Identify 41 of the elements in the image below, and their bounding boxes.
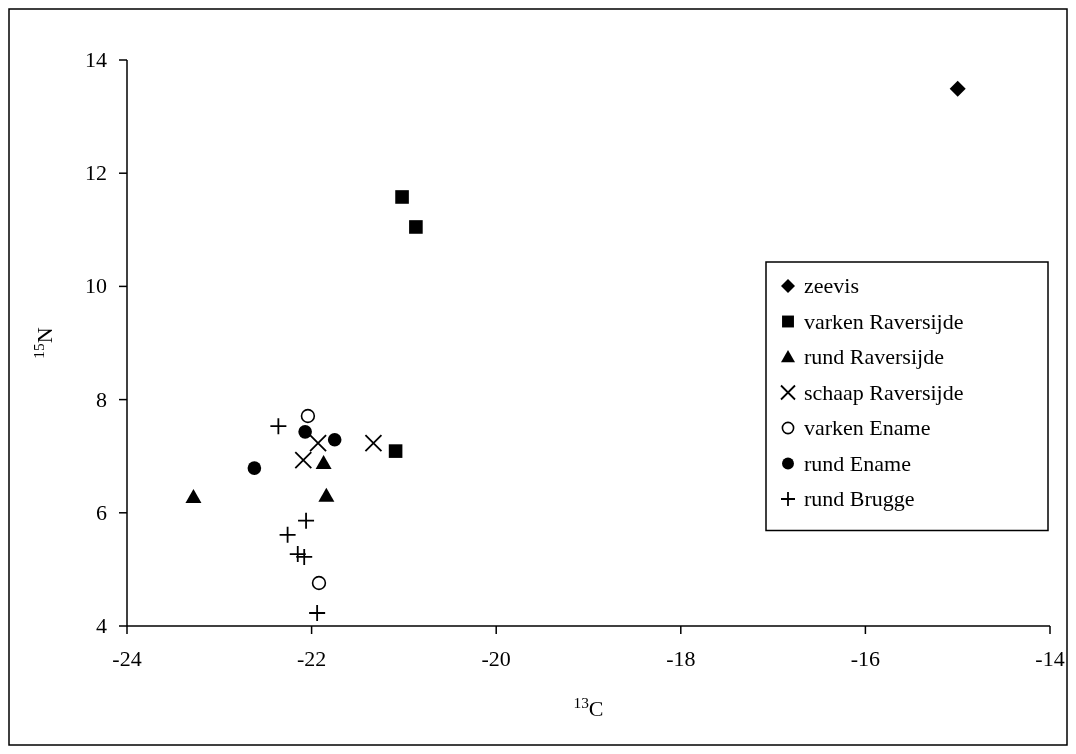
point [409,220,423,234]
y-tick-label: 10 [85,273,107,299]
x-tick-label: -20 [481,646,511,671]
legend-label: schaap Raversijde [804,379,964,405]
point [288,545,307,564]
x-tick-label: -22 [296,646,327,671]
y-tick-label: 4 [96,613,107,638]
point [309,434,327,453]
x-axis-title: $^{13}$C [573,693,604,721]
point [300,408,316,424]
point [278,525,297,544]
point [395,190,409,204]
point [327,432,342,447]
legend-label: rund Brugge [804,486,915,511]
x-tick-label: -16 [850,646,881,671]
legend-label: rund Raversijde [804,344,944,369]
point [269,417,288,436]
point [949,80,966,97]
point [364,434,383,453]
point [318,487,335,502]
y-tick-label: 6 [96,499,107,525]
point [308,604,327,622]
legend-label: rund Ename [804,450,911,476]
y-tick-label: 8 [96,386,107,412]
y-tick-label: 12 [85,160,107,186]
point [294,451,313,470]
legend-label: zeevis [804,273,859,298]
point [311,575,327,591]
x-tick-label: -18 [666,646,696,671]
point [388,444,403,458]
point [315,454,332,469]
point [298,425,312,439]
point [185,488,202,503]
y-tick-label: 14 [85,47,107,72]
x-tick-label: -14 [1035,646,1065,671]
legend-label: varken Raversijde [804,308,964,334]
legend-label: varken Ename [804,415,931,440]
point [247,461,262,475]
point [297,511,315,530]
x-tick-label: -24 [112,646,142,671]
point [295,548,314,566]
